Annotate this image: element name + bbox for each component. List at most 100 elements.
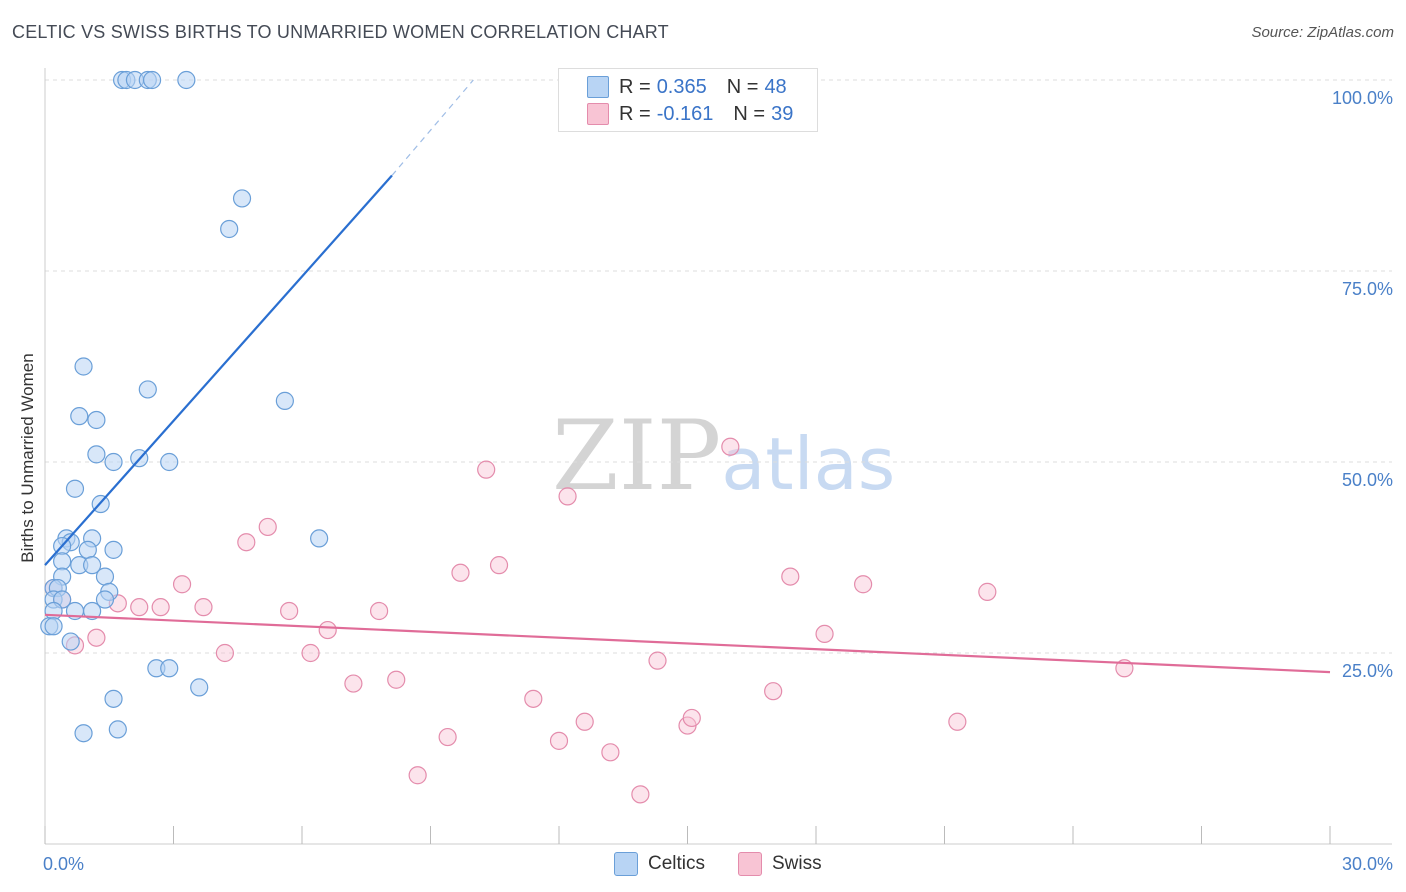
celtic-point <box>177 70 196 90</box>
swiss-point <box>948 712 967 731</box>
legend-celtic-n-label: N = <box>726 75 759 98</box>
swiss-point <box>648 651 667 670</box>
celtic-trend-extension <box>391 79 474 176</box>
grid-lines <box>45 79 1392 654</box>
legend-swiss-r-label: R = <box>619 102 651 125</box>
bottom-legend-label-swiss: Swiss <box>772 853 822 874</box>
source-label: Source: ZipAtlas.com <box>1251 24 1394 41</box>
bottom-legend-celtic: Celtics <box>614 852 705 876</box>
celtic-point <box>95 590 115 609</box>
celtic-point <box>87 445 106 464</box>
y-tick-label: 25.0% <box>1342 661 1393 681</box>
swiss-point <box>682 708 701 728</box>
celtic-point <box>74 724 93 743</box>
swiss-point <box>524 689 543 708</box>
celtic-point <box>78 540 97 559</box>
x-tick-label-max: 30.0% <box>1342 854 1393 874</box>
swiss-points <box>44 437 1134 804</box>
celtic-point <box>220 219 239 239</box>
swiss-point <box>408 766 427 785</box>
celtic-point <box>70 407 89 426</box>
tick-labels: 25.0% 50.0% 75.0% 100.0% 0.0% 30.0% <box>43 88 1393 874</box>
swiss-point <box>280 601 299 621</box>
celtic-point <box>108 720 127 739</box>
axes <box>44 68 1392 845</box>
celtic-point <box>44 617 63 636</box>
swiss-point <box>558 487 577 506</box>
x-tick-label-min: 0.0% <box>43 854 84 874</box>
celtic-points <box>40 70 329 743</box>
celtic-point <box>87 410 106 430</box>
chart-title: CELTIC VS SWISS BIRTHS TO UNMARRIED WOME… <box>12 22 669 42</box>
celtic-point <box>275 391 294 410</box>
celtic-point <box>53 552 72 571</box>
swiss-point <box>172 575 192 594</box>
legend-celtic-r-label: R = <box>619 75 651 98</box>
swiss-point <box>387 670 406 689</box>
celtic-point <box>160 659 179 678</box>
celtic-point <box>142 70 162 90</box>
legend-swiss-n-value: 39 <box>771 102 794 125</box>
swiss-point <box>815 624 834 644</box>
swiss-point <box>237 533 256 552</box>
celtic-point <box>83 556 102 575</box>
legend-swatch-celtic <box>587 76 609 98</box>
swiss-point <box>151 598 170 617</box>
swiss-point <box>477 460 496 479</box>
celtic-point <box>83 601 102 621</box>
swiss-point <box>438 727 457 747</box>
celtic-point <box>190 678 209 697</box>
swiss-point <box>549 731 569 750</box>
legend-swiss-r-value: -0.161 <box>656 102 714 125</box>
trend-lines <box>44 79 1331 674</box>
swiss-point <box>854 575 873 594</box>
legend-celtic-n-value: 48 <box>764 75 787 98</box>
swiss-point <box>130 598 149 617</box>
swiss-point <box>370 601 389 621</box>
celtic-point <box>44 601 63 621</box>
celtic-point <box>104 452 123 472</box>
swiss-point <box>631 785 650 804</box>
y-tick-label: 50.0% <box>1342 470 1393 490</box>
bottom-legend-label-celtic: Celtics <box>648 853 706 874</box>
celtic-point <box>104 540 123 559</box>
swiss-point <box>575 712 594 731</box>
legend-celtic-r-value: 0.365 <box>656 75 707 98</box>
swiss-point <box>764 682 783 701</box>
legend-swiss-n-label: N = <box>733 102 766 125</box>
legend-swatch-swiss <box>587 103 609 125</box>
bottom-legend-swatch-swiss <box>738 852 762 876</box>
celtic-point <box>310 529 329 548</box>
legend-row-swiss: R = -0.161 N = 39 <box>587 102 793 126</box>
swiss-point <box>451 563 470 582</box>
celtic-point <box>65 479 85 498</box>
y-tick-label: 100.0% <box>1332 88 1393 108</box>
legend: R = 0.365 N = 48 R = -0.161 N = 39 <box>558 68 818 132</box>
swiss-point <box>215 643 234 663</box>
swiss-point <box>344 674 363 693</box>
legend-row-celtic: R = 0.365 N = 48 <box>587 75 787 99</box>
celtic-point <box>104 689 123 708</box>
swiss-trend-line <box>44 613 1331 674</box>
swiss-point <box>601 743 620 762</box>
swiss-point <box>194 598 213 617</box>
celtic-trend-line <box>44 174 393 566</box>
swiss-point <box>258 517 277 537</box>
swiss-point <box>978 582 997 601</box>
celtic-point <box>74 357 93 376</box>
swiss-point <box>489 556 509 575</box>
bottom-legend-swiss: Swiss <box>738 852 822 876</box>
swiss-point <box>318 620 337 640</box>
celtic-point <box>232 189 252 208</box>
swiss-point <box>781 567 800 586</box>
celtic-point <box>95 567 115 586</box>
swiss-point <box>301 643 320 663</box>
y-tick-label: 75.0% <box>1342 279 1393 299</box>
bottom-legend-swatch-celtic <box>614 852 638 876</box>
celtic-point <box>138 380 157 399</box>
swiss-point <box>721 437 740 456</box>
celtic-point <box>61 632 80 651</box>
celtic-point <box>160 452 179 472</box>
swiss-point <box>87 628 106 647</box>
